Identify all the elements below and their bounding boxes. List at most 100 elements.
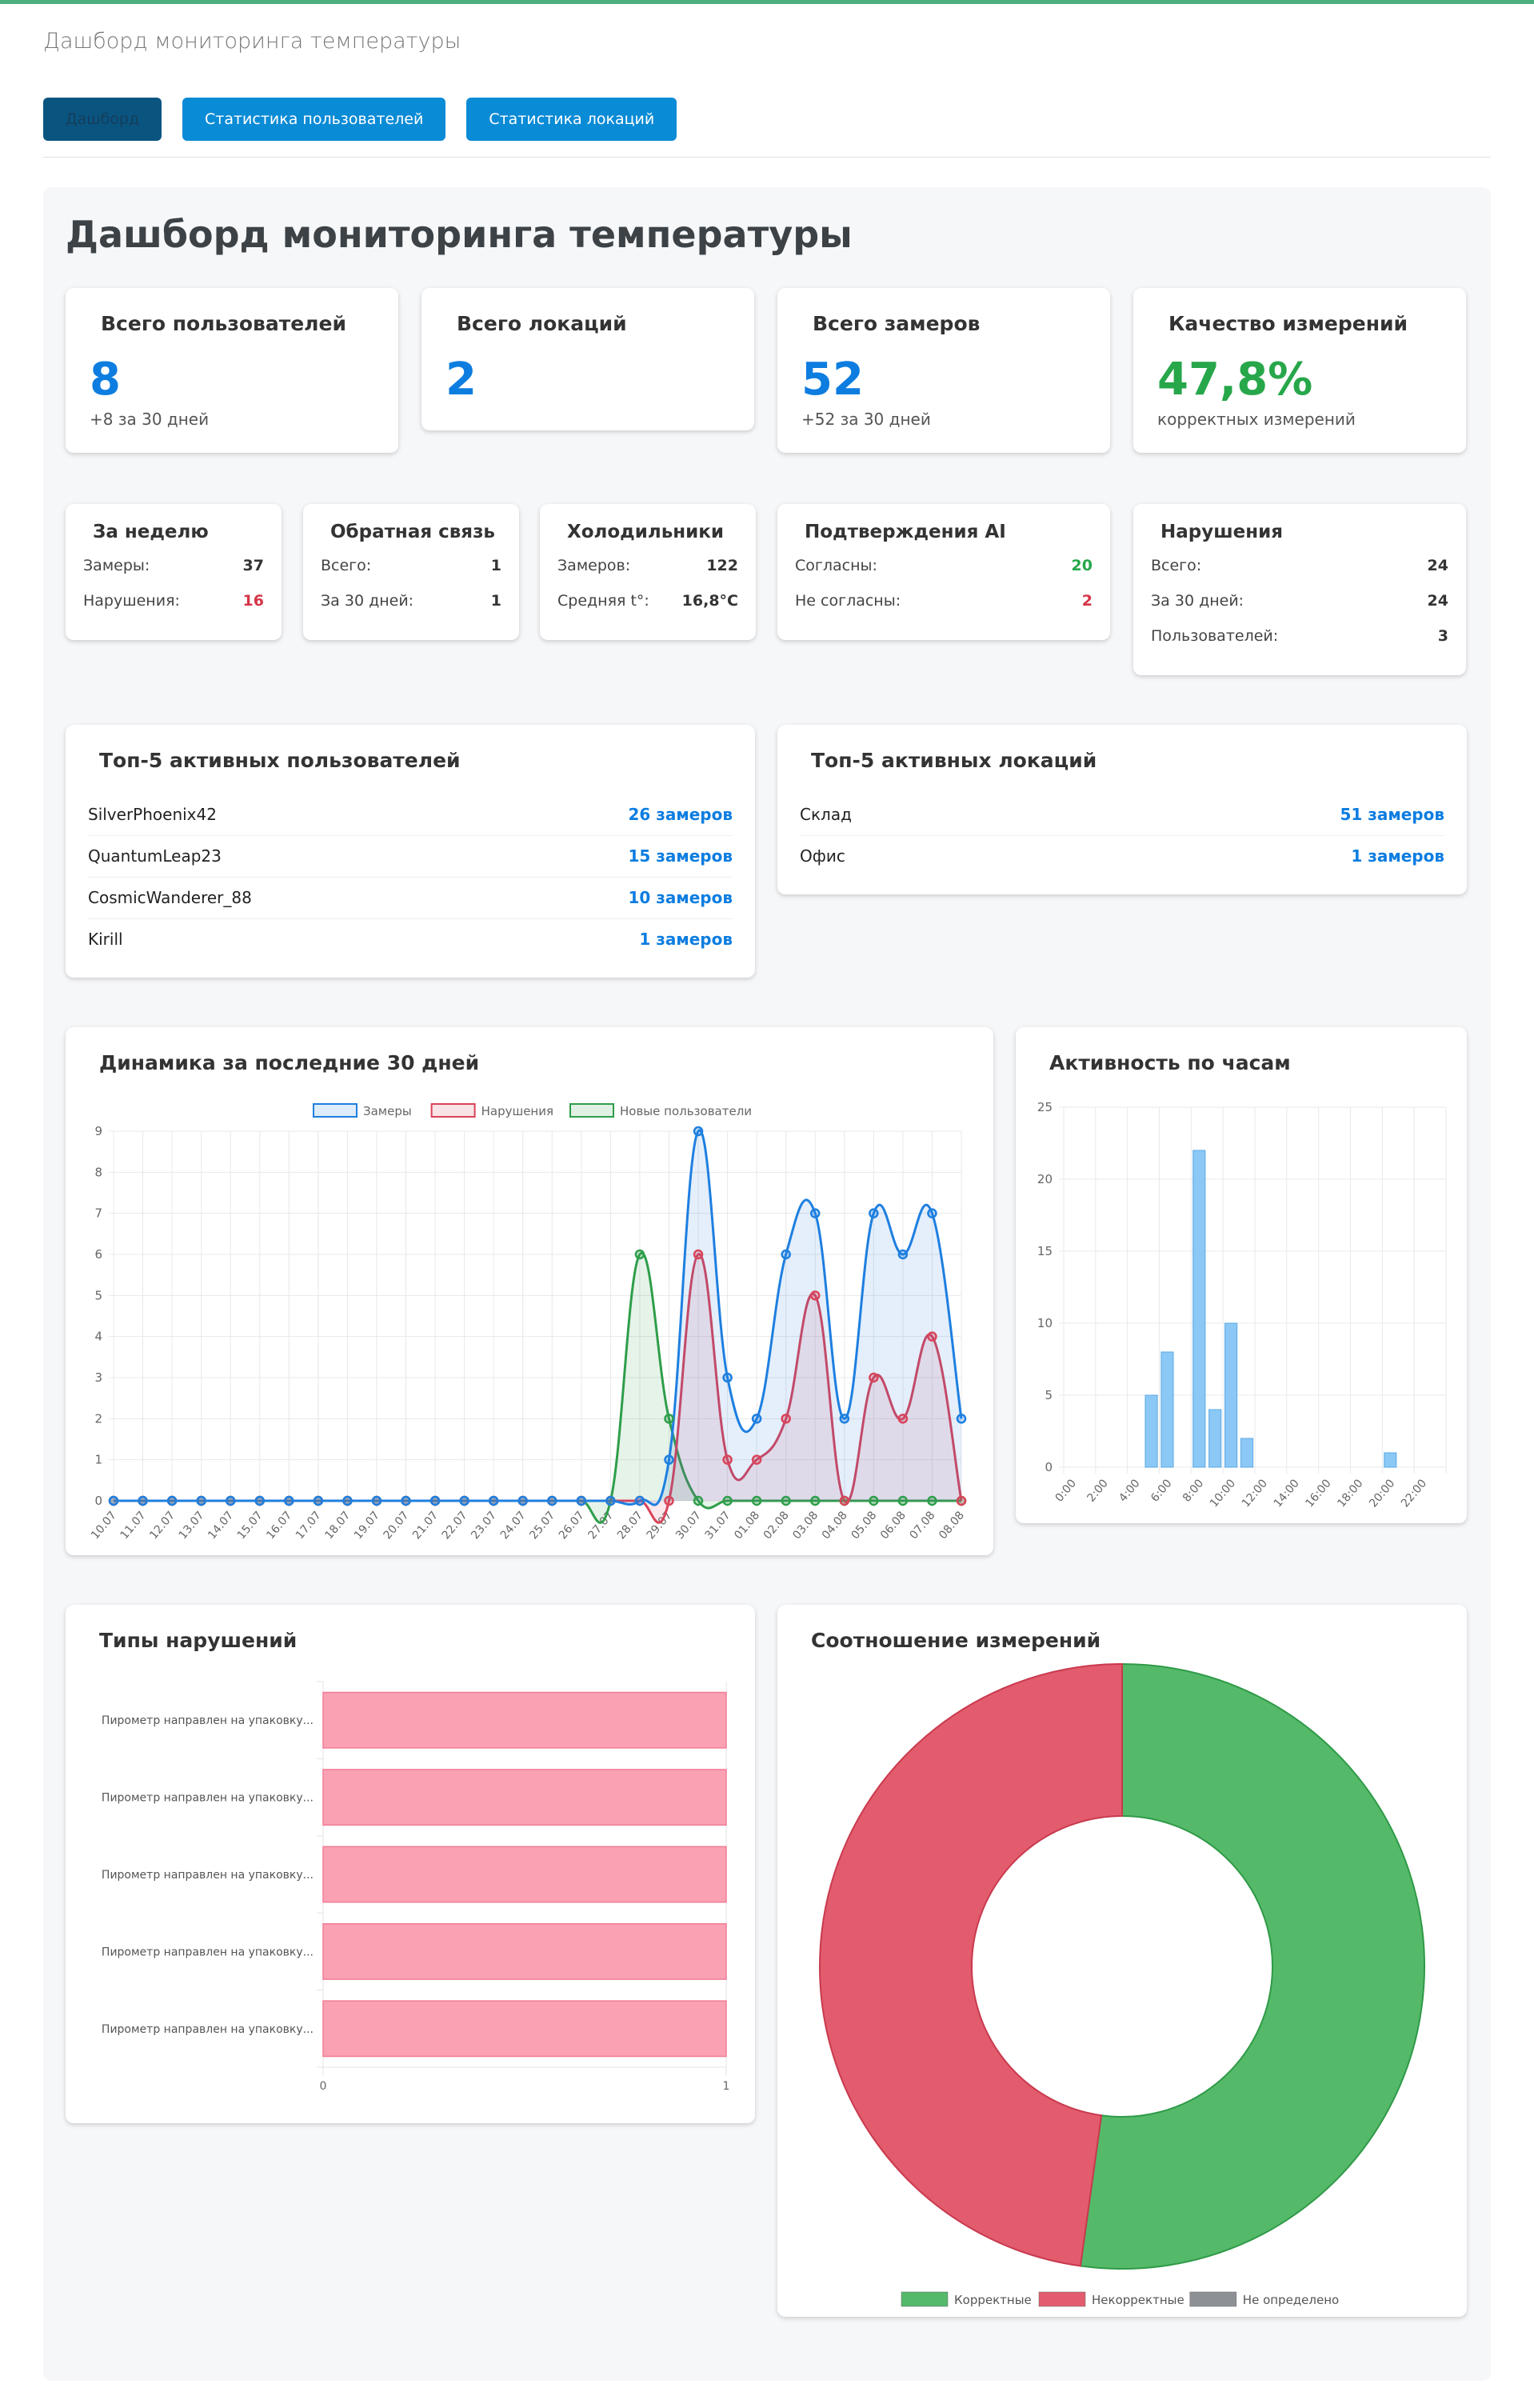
stat-title: Всего пользователей — [101, 312, 346, 335]
y-tick-label: Пирометр направлен на упаковку... — [102, 1946, 314, 1958]
violation-bar — [322, 1769, 727, 1826]
mini-row-label: Всего: — [321, 557, 372, 574]
stat-value: 2 — [445, 354, 477, 406]
mini-row: За 30 дней: 1 — [321, 592, 501, 610]
user-name: CosmicWanderer_88 — [88, 888, 252, 907]
y-tick-label: 5 — [1045, 1388, 1053, 1402]
x-tick-label: 20:00 — [1367, 1477, 1397, 1510]
data-point — [517, 1495, 528, 1506]
data-point — [781, 1249, 791, 1260]
x-tick-label: 26.07 — [557, 1509, 587, 1542]
list-item[interactable]: Kirill 1 замеров — [88, 918, 733, 960]
mini-row: Всего: 1 — [321, 557, 501, 574]
legend-label: Не определено — [1243, 2293, 1339, 2307]
mini-row-label: Нарушения: — [83, 592, 180, 610]
violation-bar — [322, 2000, 727, 2058]
violation-bar — [322, 1922, 727, 1980]
y-tick-label: 25 — [1037, 1100, 1053, 1114]
y-tick-label: Пирометр направлен на упаковку... — [102, 1869, 314, 1882]
stat-card-measurements: Всего замеров 52 +52 за 30 дней — [777, 288, 1110, 453]
list-item[interactable]: QuantumLeap23 15 замеров — [88, 835, 733, 878]
x-tick-label: 23.07 — [469, 1509, 499, 1542]
legend-swatch — [569, 1103, 614, 1118]
location-name: Офис — [800, 846, 845, 866]
user-count: 1 замеров — [639, 930, 733, 949]
data-point — [839, 1414, 850, 1424]
data-point — [809, 1290, 821, 1301]
mini-row-value: 3 — [1437, 627, 1448, 645]
series-area — [114, 1130, 961, 1506]
location-name: Склад — [800, 805, 852, 824]
section-title: Топ-5 активных локаций — [811, 749, 1097, 772]
nav-dashboard-button[interactable]: Дашборд — [43, 98, 162, 141]
x-tick-label: 15.07 — [235, 1509, 266, 1542]
stat-title: Качество измерений — [1168, 312, 1408, 335]
x-tick-label: 0:00 — [1053, 1477, 1079, 1504]
data-point — [225, 1495, 236, 1506]
nav-user-stats-button[interactable]: Статистика пользователей — [182, 98, 446, 141]
hour-bar — [1384, 1452, 1397, 1468]
dynamics-chart: 0 1 2 3 4 5 6 7 8 9 10.0711.0712.0713.0714.0715.07… — [89, 1103, 967, 1542]
section-title: Топ-5 активных пользователей — [99, 749, 461, 772]
mini-row-value: 1 — [490, 557, 501, 574]
legend-swatch — [1189, 2291, 1237, 2307]
data-point — [429, 1495, 441, 1506]
violation-types-chart: Пирометр направлен на упаковку... Пиромет… — [102, 1681, 729, 2093]
hour-bar — [1192, 1150, 1206, 1468]
chart-title: Типы нарушений — [99, 1629, 298, 1652]
data-point — [927, 1495, 937, 1506]
data-point — [342, 1495, 353, 1506]
mini-row-label: Согласны: — [795, 557, 877, 574]
violation-types-card: Типы нарушений Пирометр направлен на упа… — [66, 1605, 755, 2123]
data-point — [781, 1495, 791, 1506]
data-point — [956, 1414, 967, 1424]
pie-slice — [819, 1662, 1123, 2267]
mini-title: Нарушения — [1160, 522, 1284, 542]
data-point — [605, 1495, 616, 1506]
data-point — [693, 1249, 704, 1260]
data-point — [869, 1208, 879, 1218]
nav-location-stats-button[interactable]: Статистика локаций — [466, 98, 677, 141]
y-tick-label: 5 — [94, 1288, 102, 1302]
mini-row: Всего: 24 — [1151, 557, 1448, 574]
x-tick-label: 2:00 — [1085, 1477, 1110, 1504]
violation-bar — [322, 1846, 727, 1903]
x-tick-label: 0 — [320, 2080, 327, 2093]
mini-row: Средняя t°: 16,8°C — [557, 592, 738, 610]
mini-row-label: За 30 дней: — [1151, 592, 1244, 610]
data-point — [634, 1249, 645, 1260]
hours-chart-card: Активность по часам 0 5 10 15 20 25 0:00 2:00 4:… — [1016, 1027, 1467, 1523]
legend-swatch — [313, 1103, 358, 1118]
mini-row: Не согласны: 2 — [795, 592, 1093, 610]
user-count: 26 замеров — [628, 805, 733, 824]
x-tick-label: 16.07 — [264, 1509, 294, 1542]
mini-row-value: 16,8°C — [681, 592, 738, 610]
y-tick-label: 9 — [94, 1124, 102, 1138]
x-tick-label: 28.07 — [615, 1509, 645, 1542]
x-tick-label: 19.07 — [352, 1509, 382, 1542]
data-point — [401, 1495, 411, 1506]
list-item[interactable]: Склад 51 замеров — [800, 794, 1444, 836]
list-item[interactable]: CosmicWanderer_88 10 замеров — [88, 877, 733, 919]
x-tick-label: 22.07 — [440, 1509, 470, 1542]
data-point — [138, 1495, 148, 1506]
mini-row-label: За 30 дней: — [321, 592, 414, 610]
list-item[interactable]: Офис 1 замеров — [800, 835, 1444, 877]
legend-label: Новые пользователи — [620, 1104, 752, 1118]
data-point — [108, 1495, 119, 1506]
x-tick-label: 02.08 — [761, 1509, 792, 1542]
x-tick-label: 10:00 — [1208, 1477, 1238, 1510]
list-item[interactable]: SilverPhoenix42 26 замеров — [88, 794, 733, 836]
legend-swatch — [430, 1103, 476, 1118]
y-tick-label: 0 — [94, 1494, 102, 1508]
mini-row-label: Средняя t°: — [557, 592, 649, 610]
user-count: 10 замеров — [628, 888, 733, 907]
y-tick-label: 4 — [94, 1330, 102, 1344]
x-tick-label: 01.08 — [732, 1509, 762, 1542]
data-point — [751, 1414, 762, 1424]
mini-row: Нарушения: 16 — [83, 592, 264, 610]
x-tick-label: 11.07 — [118, 1509, 149, 1542]
y-tick-label: 15 — [1037, 1244, 1053, 1258]
stat-subtitle: +52 за 30 дней — [801, 410, 931, 429]
mini-row: Согласны: 20 — [795, 557, 1093, 574]
